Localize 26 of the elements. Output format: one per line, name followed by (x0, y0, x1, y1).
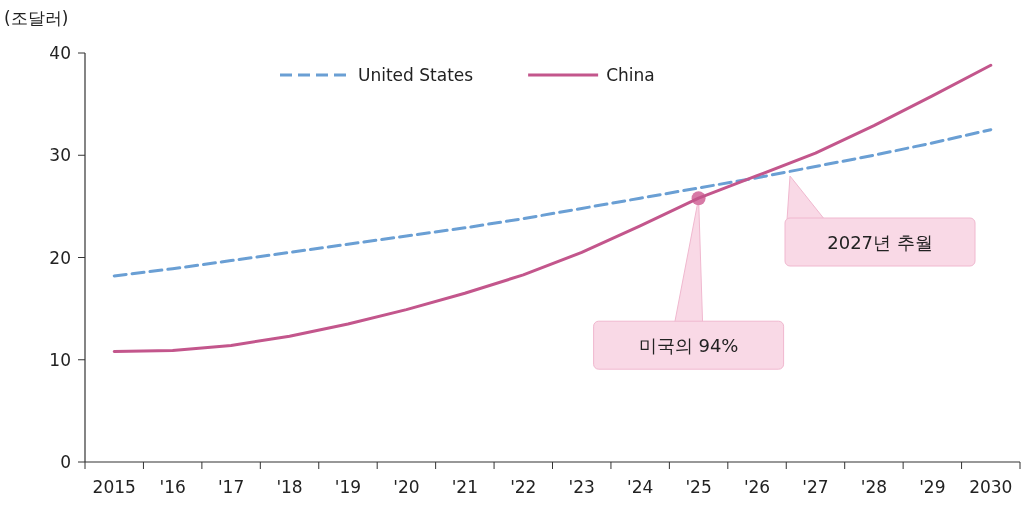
x-tick-label: '24 (627, 477, 654, 497)
x-tick-label: '22 (510, 477, 537, 497)
x-tick-label: '17 (217, 477, 245, 497)
x-tick-label: '21 (451, 477, 478, 497)
x-tick-label: '23 (568, 477, 595, 497)
legend-label: United States (358, 65, 474, 85)
y-tick-label: 40 (49, 43, 71, 63)
x-tick-label: '26 (743, 477, 771, 497)
x-tick-label: '18 (276, 477, 303, 497)
x-tick-label: 2030 (969, 477, 1013, 497)
annotation: 미국의 94% (638, 335, 739, 357)
x-tick-label: 2015 (92, 477, 136, 497)
x-tick-label: '20 (393, 477, 420, 497)
y-tick-label: 10 (49, 349, 71, 370)
annotation: 2027년 추월 (827, 232, 933, 253)
x-tick-label: '29 (919, 477, 946, 497)
legend-label: China (606, 65, 655, 85)
x-tick-label: '16 (159, 477, 186, 497)
y-tick-label: 0 (60, 452, 71, 472)
x-tick-label: '28 (860, 477, 888, 497)
x-tick-label: '19 (334, 477, 362, 497)
y-axis-title: (조달러) (4, 8, 69, 28)
x-tick-label: '25 (685, 477, 712, 497)
x-tick-label: '27 (802, 477, 829, 497)
y-tick-label: 20 (49, 247, 71, 268)
y-tick-label: 30 (49, 145, 71, 166)
